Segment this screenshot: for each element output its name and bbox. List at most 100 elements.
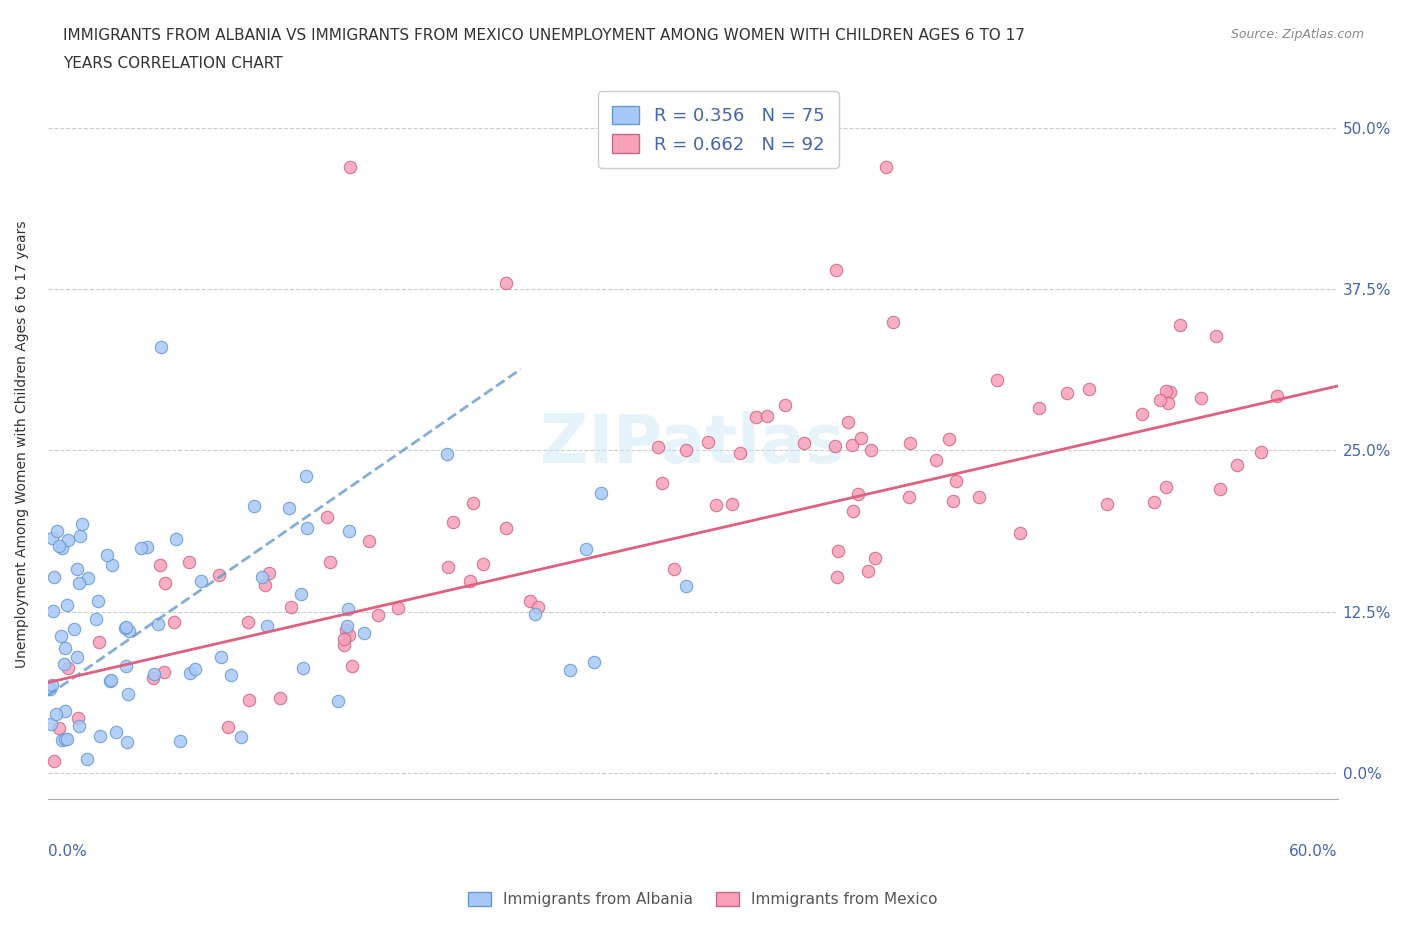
- Immigrants from Mexico: [825, 569, 848, 584]
- Immigrants from Mexico: [316, 510, 339, 525]
- Immigrants from Mexico: [217, 719, 239, 734]
- Immigrants from Albania: [69, 528, 91, 543]
- Immigrants from Mexico: [849, 431, 872, 445]
- Immigrants from Albania: [165, 532, 187, 547]
- Immigrants from Albania: [353, 626, 375, 641]
- Immigrants from Mexico: [938, 432, 960, 446]
- Immigrants from Albania: [42, 604, 65, 618]
- Immigrants from Albania: [100, 672, 122, 687]
- Immigrants from Mexico: [254, 578, 277, 592]
- Immigrants from Mexico: [48, 721, 70, 736]
- Immigrants from Albania: [115, 619, 138, 634]
- Immigrants from Albania: [129, 540, 152, 555]
- Immigrants from Albania: [52, 657, 75, 671]
- Immigrants from Mexico: [825, 262, 848, 277]
- Immigrants from Albania: [98, 673, 121, 688]
- Immigrants from Albania: [76, 751, 98, 766]
- Immigrants from Mexico: [900, 435, 922, 450]
- Immigrants from Mexico: [1226, 458, 1249, 472]
- Immigrants from Mexico: [87, 634, 110, 649]
- Immigrants from Albania: [219, 668, 242, 683]
- Immigrants from Mexico: [841, 438, 863, 453]
- Immigrants from Mexico: [1209, 482, 1232, 497]
- Immigrants from Albania: [278, 500, 301, 515]
- Immigrants from Albania: [675, 578, 697, 593]
- Immigrants from Albania: [436, 446, 458, 461]
- Immigrants from Albania: [49, 629, 72, 644]
- Text: IMMIGRANTS FROM ALBANIA VS IMMIGRANTS FROM MEXICO UNEMPLOYMENT AMONG WOMEN WITH : IMMIGRANTS FROM ALBANIA VS IMMIGRANTS FR…: [63, 28, 1025, 43]
- Immigrants from Mexico: [1010, 525, 1032, 540]
- Immigrants from Mexico: [153, 576, 176, 591]
- Immigrants from Mexico: [472, 556, 495, 571]
- Immigrants from Mexico: [756, 408, 779, 423]
- Immigrants from Mexico: [967, 490, 990, 505]
- Immigrants from Mexico: [863, 551, 886, 565]
- Immigrants from Albania: [243, 498, 266, 513]
- Legend: Immigrants from Albania, Immigrants from Mexico: Immigrants from Albania, Immigrants from…: [463, 885, 943, 913]
- Immigrants from Mexico: [882, 314, 904, 329]
- Immigrants from Mexico: [333, 637, 356, 652]
- Immigrants from Albania: [38, 681, 60, 696]
- Immigrants from Mexico: [1265, 388, 1288, 403]
- Immigrants from Albania: [42, 569, 65, 584]
- Immigrants from Albania: [169, 734, 191, 749]
- Immigrants from Albania: [86, 593, 108, 608]
- Immigrants from Mexico: [527, 600, 550, 615]
- Immigrants from Albania: [575, 541, 598, 556]
- Immigrants from Albania: [256, 618, 278, 633]
- Immigrants from Albania: [86, 612, 108, 627]
- Immigrants from Albania: [62, 622, 84, 637]
- Immigrants from Albania: [231, 729, 253, 744]
- Immigrants from Albania: [104, 724, 127, 739]
- Immigrants from Mexico: [238, 693, 260, 708]
- Immigrants from Albania: [148, 616, 170, 631]
- Immigrants from Mexico: [837, 415, 859, 430]
- Immigrants from Mexico: [942, 493, 965, 508]
- Immigrants from Mexico: [1168, 317, 1191, 332]
- Immigrants from Albania: [115, 735, 138, 750]
- Immigrants from Mexico: [986, 373, 1008, 388]
- Immigrants from Albania: [117, 686, 139, 701]
- Immigrants from Albania: [89, 728, 111, 743]
- Immigrants from Mexico: [856, 564, 879, 578]
- Y-axis label: Unemployment Among Women with Children Ages 6 to 17 years: Unemployment Among Women with Children A…: [15, 220, 30, 668]
- Legend: R = 0.356   N = 75, R = 0.662   N = 92: R = 0.356 N = 75, R = 0.662 N = 92: [598, 91, 839, 168]
- Immigrants from Mexico: [827, 543, 849, 558]
- Immigrants from Mexico: [945, 473, 967, 488]
- Immigrants from Albania: [77, 570, 100, 585]
- Immigrants from Mexico: [280, 600, 302, 615]
- Immigrants from Mexico: [1250, 445, 1272, 459]
- Immigrants from Mexico: [519, 593, 541, 608]
- Immigrants from Mexico: [1028, 400, 1050, 415]
- Immigrants from Mexico: [704, 498, 727, 512]
- Immigrants from Mexico: [460, 574, 482, 589]
- Immigrants from Mexico: [773, 397, 796, 412]
- Immigrants from Mexico: [841, 504, 863, 519]
- Immigrants from Mexico: [335, 622, 357, 637]
- Immigrants from Mexico: [339, 159, 361, 174]
- Immigrants from Mexico: [1205, 329, 1227, 344]
- Immigrants from Albania: [45, 525, 67, 539]
- Immigrants from Albania: [67, 718, 90, 733]
- Immigrants from Albania: [56, 598, 79, 613]
- Immigrants from Mexico: [728, 445, 751, 460]
- Immigrants from Mexico: [367, 607, 389, 622]
- Immigrants from Mexico: [257, 565, 280, 580]
- Immigrants from Mexico: [675, 443, 697, 458]
- Immigrants from Albania: [115, 659, 138, 674]
- Immigrants from Albania: [100, 558, 122, 573]
- Immigrants from Albania: [589, 485, 612, 500]
- Immigrants from Albania: [524, 606, 547, 621]
- Immigrants from Mexico: [495, 521, 517, 536]
- Immigrants from Mexico: [153, 665, 176, 680]
- Immigrants from Mexico: [42, 754, 65, 769]
- Immigrants from Mexico: [1157, 396, 1180, 411]
- Immigrants from Mexico: [495, 275, 517, 290]
- Immigrants from Mexico: [745, 409, 768, 424]
- Immigrants from Mexico: [721, 497, 744, 512]
- Immigrants from Albania: [118, 624, 141, 639]
- Immigrants from Mexico: [1095, 497, 1118, 512]
- Immigrants from Mexico: [359, 534, 381, 549]
- Immigrants from Albania: [337, 524, 360, 538]
- Immigrants from Mexico: [58, 660, 80, 675]
